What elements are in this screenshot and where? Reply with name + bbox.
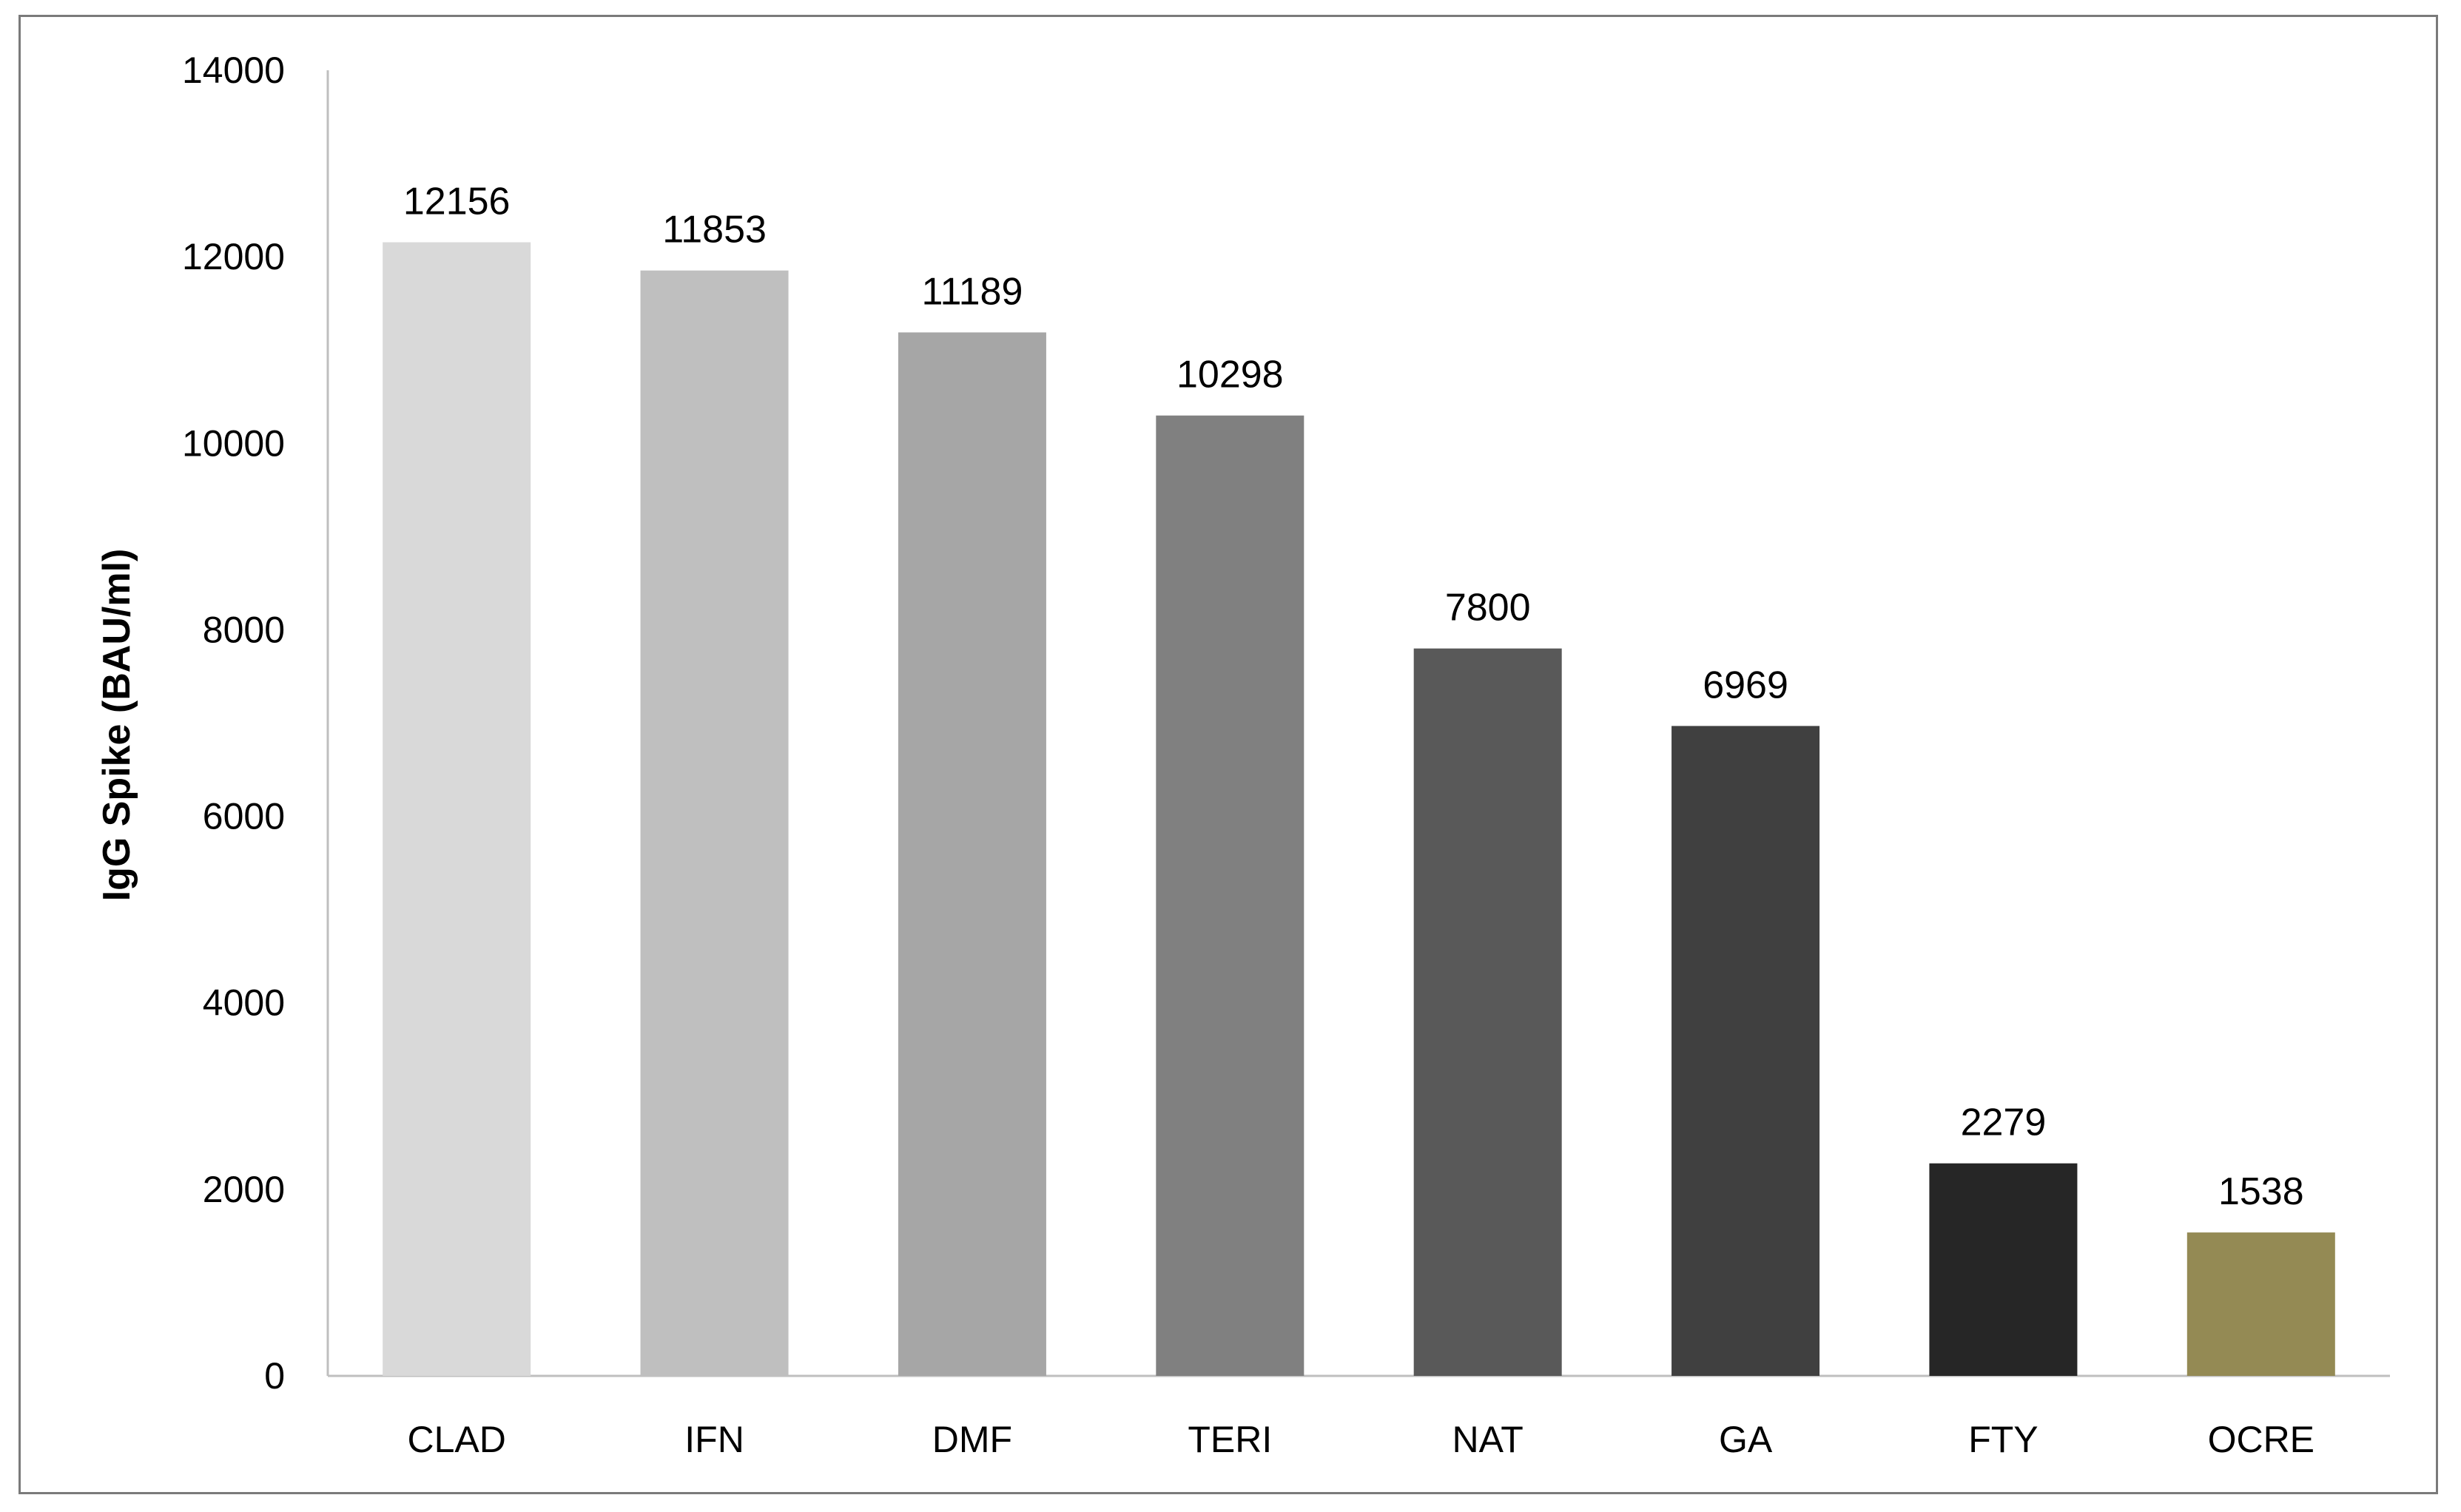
y-tick-label: 6000 (203, 796, 285, 837)
bar-teri (1156, 415, 1304, 1376)
data-labels: 12156 11853 11189 10298 7800 6969 2279 1538 (403, 180, 2304, 1213)
y-axis-title: IgG Spike (BAU/ml) (95, 549, 138, 902)
x-tick-label-dmf: DMF (932, 1419, 1012, 1460)
bar-dmf (898, 332, 1046, 1377)
data-label-clad: 12156 (403, 180, 511, 223)
bar-ifn (640, 270, 789, 1377)
y-tick-label: 2000 (203, 1169, 285, 1210)
x-tick-label-ga: GA (1719, 1419, 1773, 1460)
data-label-teri: 10298 (1176, 354, 1284, 396)
bar-ocre (2186, 1232, 2335, 1376)
y-tick-label: 14000 (182, 50, 285, 91)
data-label-ifn: 11853 (662, 209, 767, 252)
x-tick-label-nat: NAT (1452, 1419, 1524, 1460)
data-label-dmf: 11189 (921, 270, 1023, 313)
x-tick-labels: CLAD IFN DMF TERI NAT GA FTY OCRE (408, 1419, 2315, 1460)
y-tick-label: 4000 (203, 982, 285, 1024)
data-label-fty: 2279 (1961, 1101, 2047, 1144)
y-tick-label: 0 (264, 1355, 285, 1397)
x-tick-label-ocre: OCRE (2208, 1419, 2314, 1460)
x-tick-label-fty: FTY (1968, 1419, 2038, 1460)
bar-clad (383, 242, 531, 1376)
y-tick-label: 8000 (203, 609, 285, 650)
bar-fty (1929, 1163, 2078, 1376)
y-tick-label: 12000 (182, 236, 285, 277)
data-label-ocre: 1538 (2218, 1170, 2304, 1213)
y-tick-label: 10000 (182, 422, 285, 464)
data-label-ga: 6969 (1703, 664, 1788, 706)
bar-nat (1413, 648, 1562, 1376)
bars (383, 242, 2335, 1377)
x-tick-label-clad: CLAD (408, 1419, 506, 1460)
y-tick-labels: 0 2000 4000 6000 8000 10000 12000 14000 (182, 50, 285, 1397)
data-label-nat: 7800 (1445, 587, 1531, 630)
x-tick-label-teri: TERI (1188, 1419, 1272, 1460)
bar-ga (1671, 726, 1820, 1376)
x-tick-label-ifn: IFN (684, 1419, 744, 1460)
